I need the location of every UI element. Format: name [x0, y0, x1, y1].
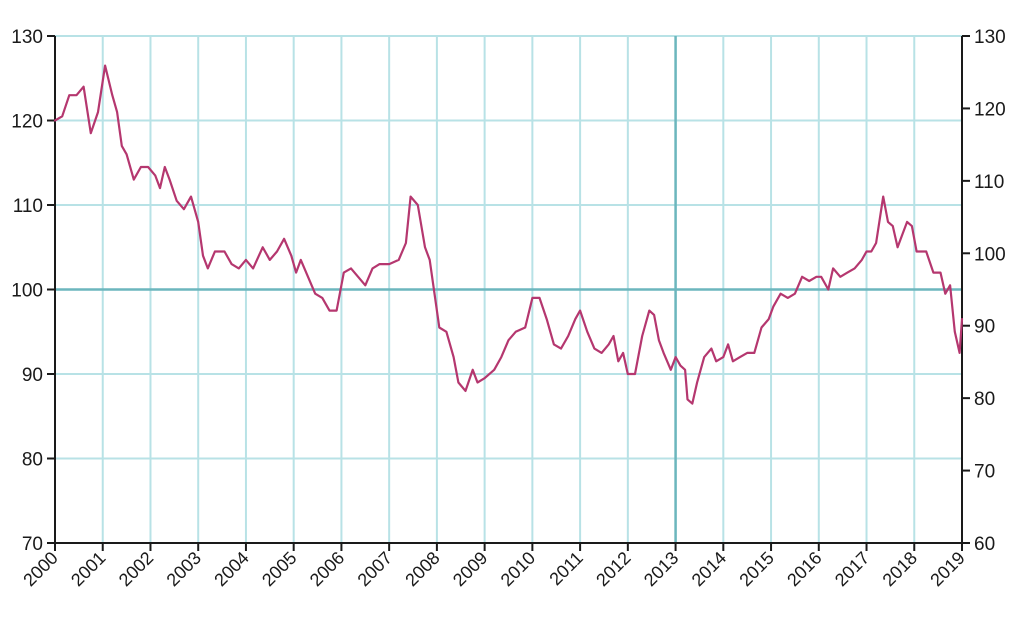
x-tick-label-2007: 2007	[354, 548, 396, 590]
x-tick-label-2014: 2014	[688, 548, 730, 590]
x-tick-label-2015: 2015	[735, 548, 777, 590]
x-tick-label-2019: 2019	[926, 548, 968, 590]
left-y-tick-label-120: 120	[11, 112, 43, 133]
left-y-tick-label-100: 100	[11, 281, 43, 302]
x-tick-label-2013: 2013	[640, 548, 682, 590]
right-y-tick-label-60: 60	[974, 534, 995, 555]
x-tick-label-2001: 2001	[67, 548, 109, 590]
x-tick-label-2003: 2003	[163, 548, 205, 590]
right-y-tick-label-70: 70	[974, 462, 995, 483]
x-tick-label-2011: 2011	[545, 548, 587, 590]
left-y-axis-ticks: 70 80 90 100 110 120 130	[11, 27, 55, 555]
right-y-tick-label-110: 110	[974, 172, 1004, 193]
left-y-tick-label-110: 110	[13, 196, 43, 217]
x-tick-label-2008: 2008	[401, 548, 443, 590]
left-y-tick-label-130: 130	[11, 27, 43, 48]
x-tick-label-2016: 2016	[783, 548, 825, 590]
x-tick-label-2009: 2009	[449, 548, 491, 590]
x-tick-label-2002: 2002	[115, 548, 157, 590]
x-tick-label-2004: 2004	[210, 548, 252, 590]
x-axis-ticks: 2000 2001 2002 2003 2004 2005 2006 2007 2008 2009…	[19, 543, 969, 590]
x-tick-label-2017: 2017	[831, 548, 873, 590]
right-y-tick-label-80: 80	[974, 389, 995, 410]
axes	[54, 36, 963, 551]
x-tick-label-2018: 2018	[879, 548, 921, 590]
x-tick-label-2012: 2012	[592, 548, 634, 590]
series-layer	[53, 64, 964, 405]
right-y-tick-label-90: 90	[974, 317, 995, 338]
x-tick-label-2010: 2010	[497, 548, 539, 590]
right-y-tick-label-100: 100	[974, 244, 1006, 265]
x-tick-label-2006: 2006	[306, 548, 348, 590]
left-y-tick-label-80: 80	[22, 450, 43, 471]
right-y-axis-ticks: 60 70 80 90 100 110 120 130	[962, 27, 1006, 555]
series-line-0	[53, 64, 964, 405]
x-tick-label-2005: 2005	[258, 548, 300, 590]
left-y-tick-label-70: 70	[22, 534, 43, 555]
right-y-tick-label-130: 130	[974, 27, 1006, 48]
reference-lines	[55, 36, 962, 543]
left-y-tick-label-90: 90	[22, 365, 43, 386]
right-y-tick-label-120: 120	[974, 99, 1006, 120]
